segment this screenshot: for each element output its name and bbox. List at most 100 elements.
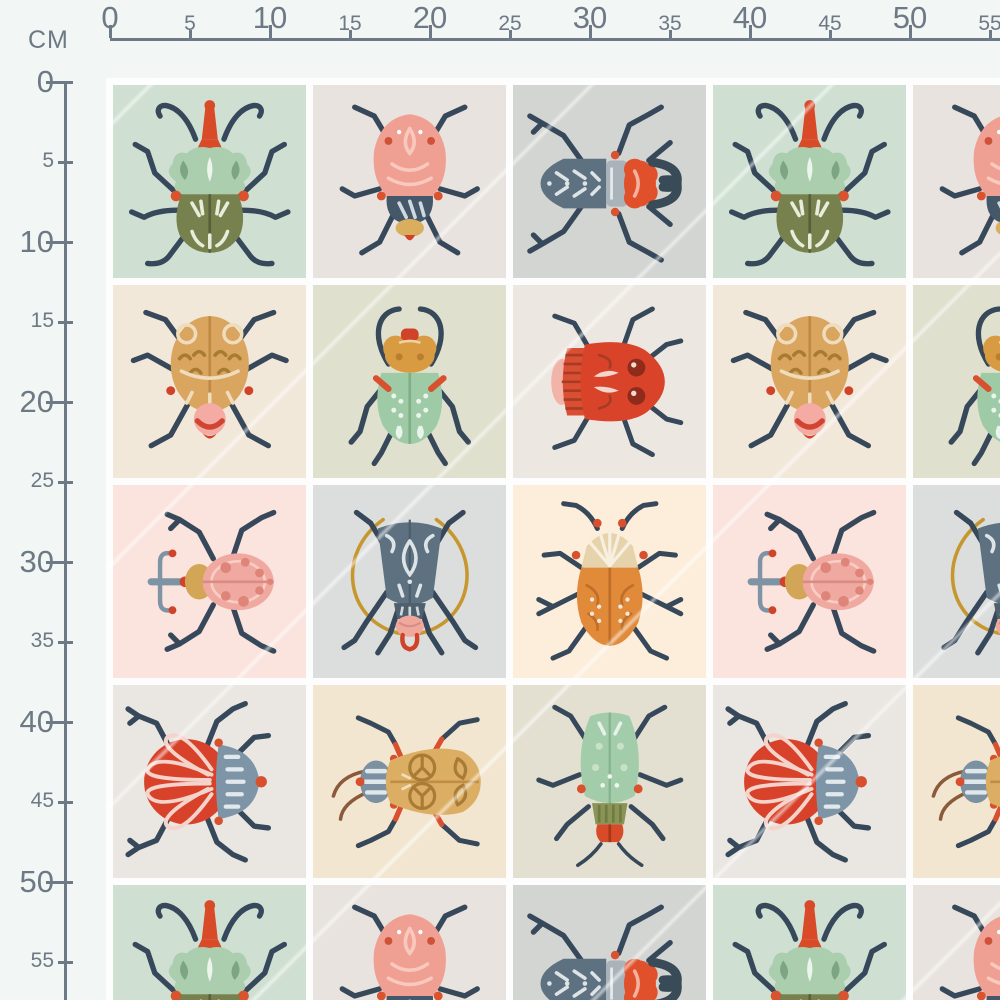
left-ruler-label-20: 20 bbox=[19, 384, 54, 419]
tan-flat-beetle-illustration bbox=[321, 693, 499, 871]
pattern-tile-hercules-beetle bbox=[113, 885, 306, 1000]
left-ruler-tick-40 bbox=[46, 720, 73, 724]
hercules-beetle-illustration bbox=[121, 93, 299, 271]
pattern-tile-pink-shield-bug bbox=[913, 885, 1000, 1000]
left-ruler-tick-15 bbox=[58, 320, 73, 324]
pattern-tile-green-scarab bbox=[313, 285, 506, 478]
top-ruler-tick-25 bbox=[508, 30, 512, 38]
top-ruler-label-50: 50 bbox=[892, 0, 928, 35]
top-ruler-tick-50 bbox=[908, 25, 912, 38]
tan-bug-illustration bbox=[721, 293, 899, 471]
left-ruler-label-25: 25 bbox=[30, 469, 54, 492]
pattern-tile-pink-shield-bug bbox=[313, 885, 506, 1000]
left-ruler-label-15: 15 bbox=[30, 309, 54, 332]
pattern-tile-tan-bug bbox=[113, 285, 306, 478]
stag-beetle-illustration bbox=[521, 93, 699, 271]
hercules-beetle-illustration bbox=[721, 93, 899, 271]
left-ruler-tick-20 bbox=[46, 400, 73, 404]
left-ruler-tick-35 bbox=[58, 640, 73, 644]
left-ruler-tick-0 bbox=[46, 80, 73, 84]
left-ruler-line bbox=[64, 81, 67, 1000]
pink-weevil-illustration bbox=[721, 493, 899, 671]
pattern-tile-tan-flat-beetle bbox=[313, 685, 506, 878]
pattern-tile-tan-flat-beetle bbox=[913, 685, 1000, 878]
left-ruler-tick-30 bbox=[46, 560, 73, 564]
left-ruler-label-35: 35 bbox=[30, 629, 54, 652]
top-ruler-label-40: 40 bbox=[732, 0, 768, 35]
pattern-tile-hercules-beetle bbox=[713, 85, 906, 278]
left-ruler-tick-5 bbox=[58, 160, 73, 164]
slate-longhorn-illustration bbox=[321, 493, 499, 671]
mint-shield-bug-illustration bbox=[521, 693, 699, 871]
top-ruler-label-10: 10 bbox=[252, 0, 288, 35]
slate-longhorn-illustration bbox=[921, 493, 1000, 671]
top-ruler-line bbox=[110, 38, 1000, 41]
top-ruler-label-15: 15 bbox=[338, 12, 362, 35]
left-ruler-tick-10 bbox=[46, 240, 73, 244]
tan-flat-beetle-illustration bbox=[921, 693, 1000, 871]
pattern-tile-mint-shield-bug bbox=[513, 685, 706, 878]
hercules-beetle-illustration bbox=[121, 893, 299, 1000]
pattern-tile-green-scarab bbox=[913, 285, 1000, 478]
pattern-tile-stag-beetle bbox=[513, 85, 706, 278]
top-ruler-tick-35 bbox=[668, 30, 672, 38]
stag-beetle-illustration bbox=[521, 893, 699, 1000]
top-ruler-tick-30 bbox=[588, 25, 592, 38]
top-ruler-tick-45 bbox=[828, 30, 832, 38]
left-ruler-tick-25 bbox=[58, 480, 73, 484]
green-scarab-illustration bbox=[321, 293, 499, 471]
red-cicada-illustration bbox=[521, 293, 699, 471]
green-scarab-illustration bbox=[921, 293, 1000, 471]
tan-bug-illustration bbox=[121, 293, 299, 471]
pattern-tile-hercules-beetle bbox=[713, 885, 906, 1000]
pattern-tile-pink-shield-bug bbox=[313, 85, 506, 278]
pattern-tile-red-round-beetle bbox=[113, 685, 306, 878]
pattern-tile-pink-weevil bbox=[713, 485, 906, 678]
top-ruler-tick-0 bbox=[108, 25, 112, 38]
left-ruler-label-5: 5 bbox=[42, 149, 54, 172]
pattern-tile-stag-beetle bbox=[513, 885, 706, 1000]
top-ruler-label-30: 30 bbox=[572, 0, 608, 35]
top-ruler-tick-40 bbox=[748, 25, 752, 38]
left-ruler-tick-45 bbox=[58, 800, 73, 804]
pattern-tile-pink-weevil bbox=[113, 485, 306, 678]
left-ruler-label-50: 50 bbox=[19, 864, 54, 899]
top-ruler-tick-15 bbox=[348, 30, 352, 38]
pink-weevil-illustration bbox=[121, 493, 299, 671]
top-ruler-label-45: 45 bbox=[818, 12, 842, 35]
pink-shield-bug-illustration bbox=[921, 93, 1000, 271]
top-ruler-tick-20 bbox=[428, 25, 432, 38]
left-ruler-tick-55 bbox=[58, 960, 73, 964]
left-ruler-label-30: 30 bbox=[19, 544, 54, 579]
red-round-beetle-illustration bbox=[121, 693, 299, 871]
top-ruler-label-55: 55 bbox=[978, 12, 1000, 35]
pink-shield-bug-illustration bbox=[321, 93, 499, 271]
top-ruler-label-0: 0 bbox=[101, 0, 119, 35]
left-ruler-label-10: 10 bbox=[19, 224, 54, 259]
pattern-tile-red-round-beetle bbox=[713, 685, 906, 878]
top-ruler-tick-10 bbox=[268, 25, 272, 38]
left-ruler-label-40: 40 bbox=[19, 704, 54, 739]
hercules-beetle-illustration bbox=[721, 893, 899, 1000]
pattern-tile-orange-beetle bbox=[513, 485, 706, 678]
left-ruler-label-45: 45 bbox=[30, 789, 54, 812]
pattern-tile-hercules-beetle bbox=[113, 85, 306, 278]
pattern-tile-tan-bug bbox=[713, 285, 906, 478]
left-ruler-label-55: 55 bbox=[30, 949, 54, 972]
left-ruler-label-0: 0 bbox=[36, 64, 54, 99]
top-ruler-label-25: 25 bbox=[498, 12, 522, 35]
red-round-beetle-illustration bbox=[721, 693, 899, 871]
top-ruler-label-5: 5 bbox=[184, 12, 196, 35]
pattern-tile-slate-longhorn bbox=[313, 485, 506, 678]
orange-beetle-illustration bbox=[521, 493, 699, 671]
pattern-tile-pink-shield-bug bbox=[913, 85, 1000, 278]
top-ruler-label-20: 20 bbox=[412, 0, 448, 35]
top-ruler-tick-5 bbox=[188, 30, 192, 38]
pattern-tile-slate-longhorn bbox=[913, 485, 1000, 678]
ruler-unit-label: CM bbox=[28, 26, 69, 54]
pink-shield-bug-illustration bbox=[321, 893, 499, 1000]
top-ruler-tick-55 bbox=[988, 30, 992, 38]
left-ruler-tick-50 bbox=[46, 880, 73, 884]
pink-shield-bug-illustration bbox=[921, 893, 1000, 1000]
